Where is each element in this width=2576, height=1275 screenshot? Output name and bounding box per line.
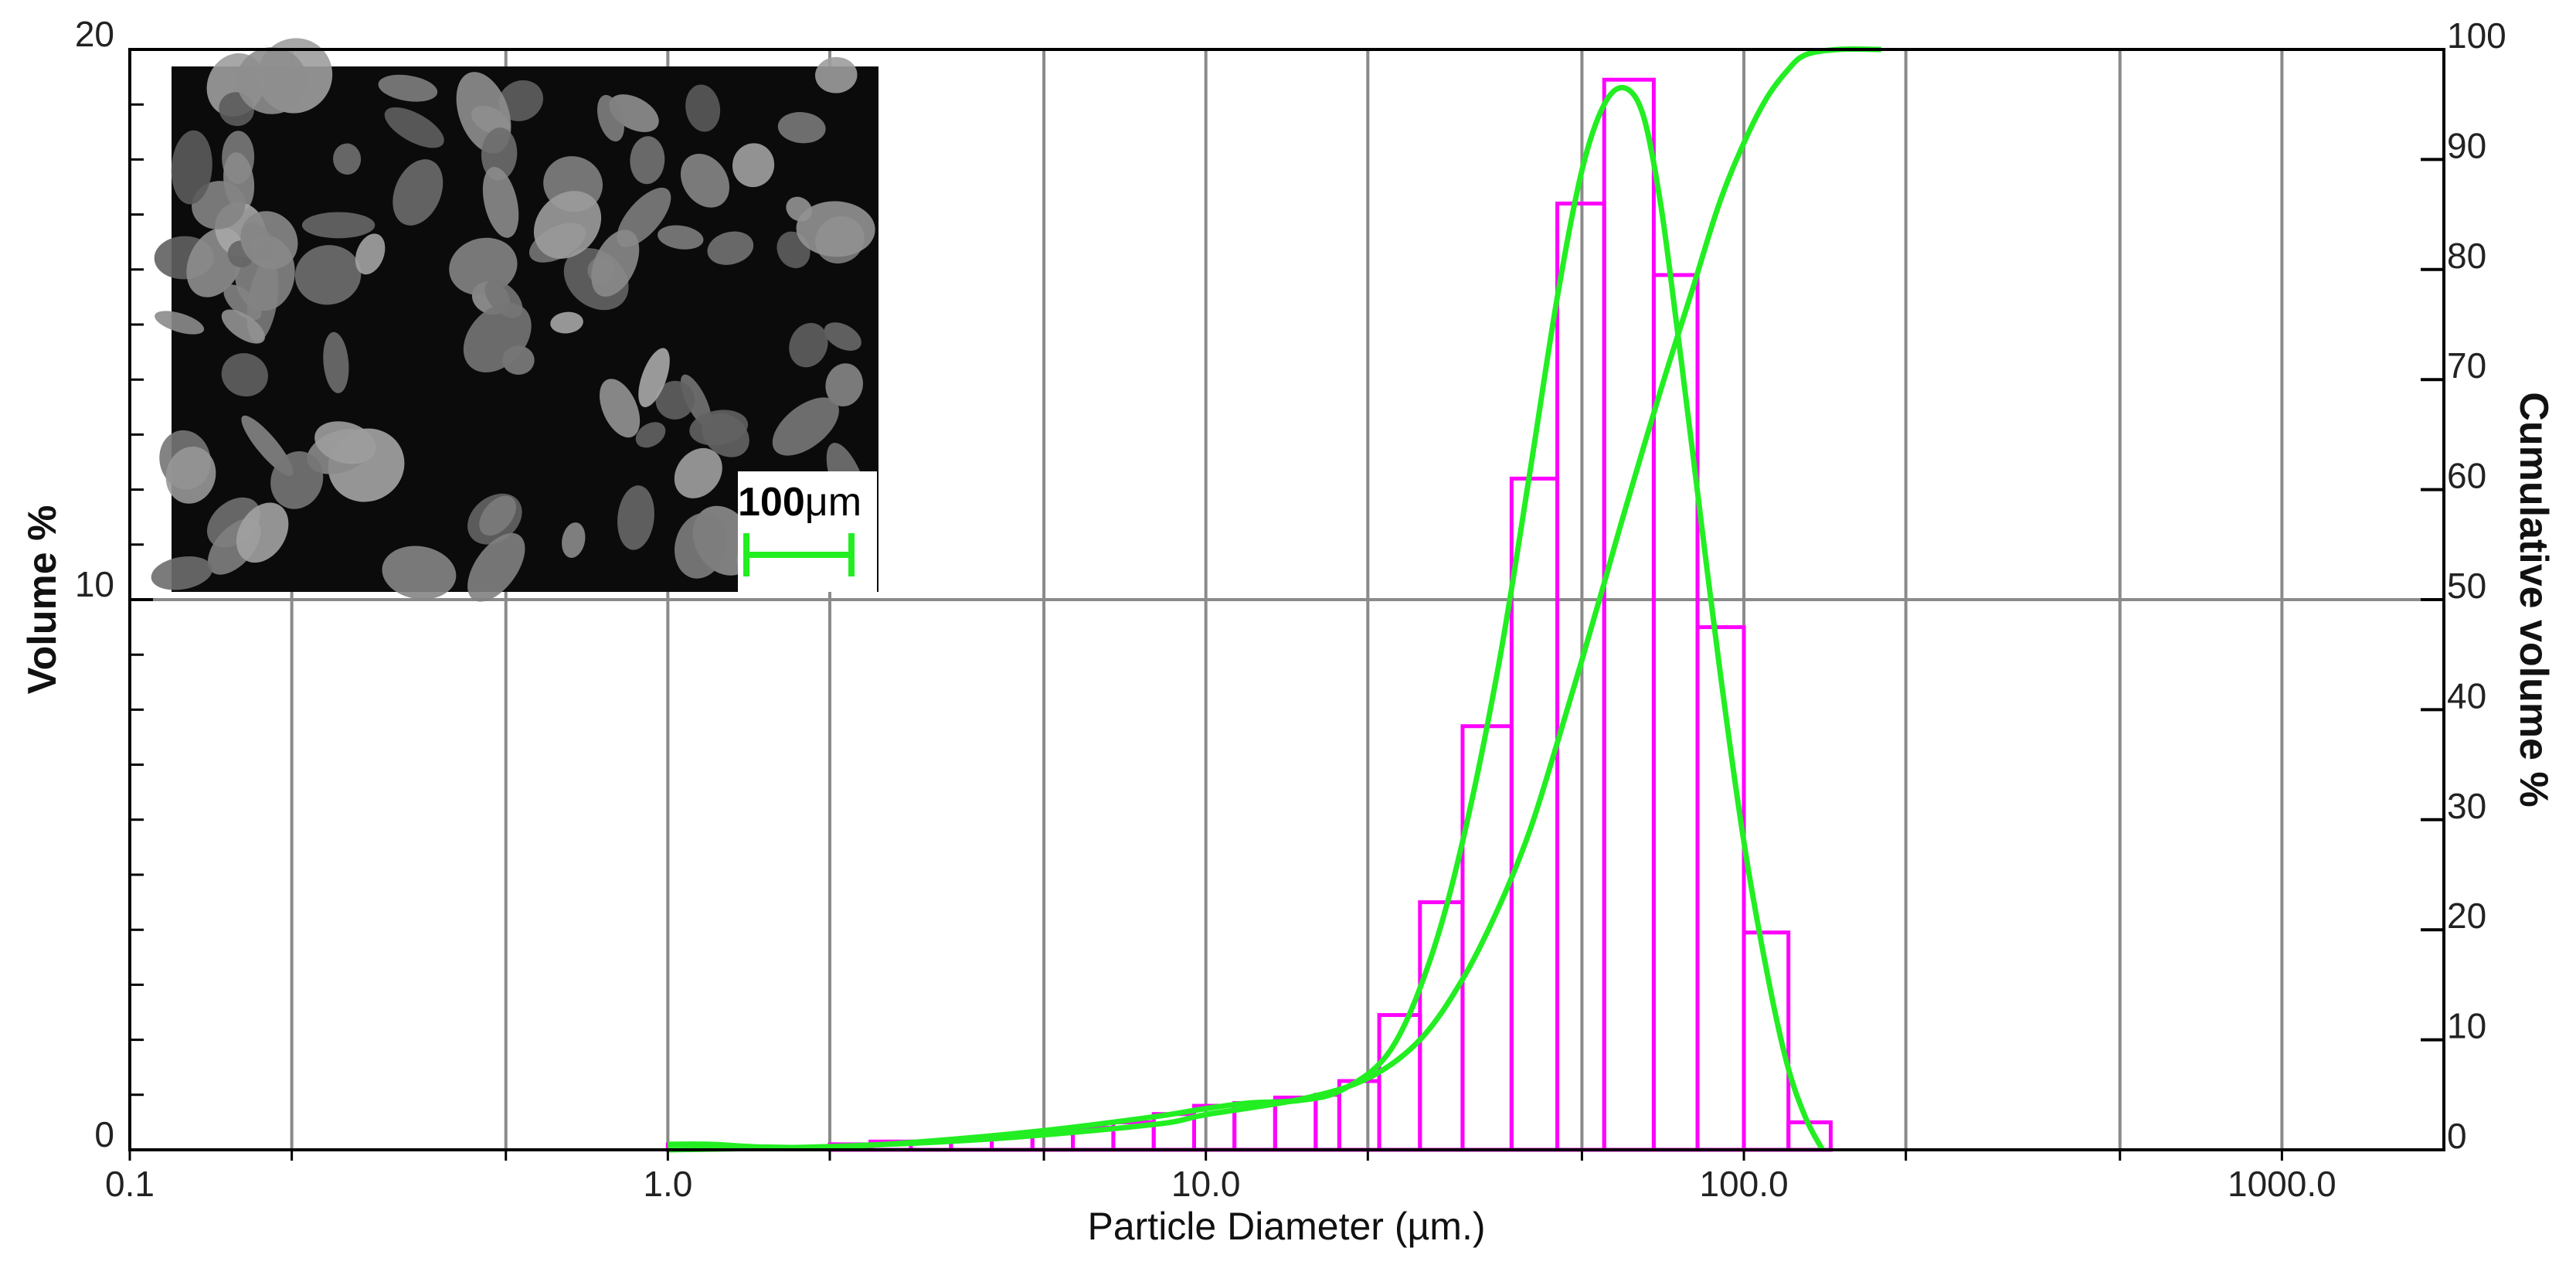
y-right-tick-label: 70 bbox=[2447, 345, 2486, 386]
sem-particle bbox=[689, 410, 749, 446]
sem-particle bbox=[680, 154, 730, 208]
y-left-tick-label: 20 bbox=[75, 14, 114, 54]
y-right-tick-label: 60 bbox=[2447, 456, 2486, 496]
sem-particle bbox=[638, 348, 670, 407]
sem-particle bbox=[533, 191, 602, 259]
sem-particle bbox=[171, 130, 212, 205]
y-right-tick-label: 0 bbox=[2447, 1116, 2467, 1156]
sem-particle bbox=[484, 280, 523, 318]
histogram-bar bbox=[1602, 77, 1656, 1152]
sem-particle bbox=[482, 167, 519, 238]
sem-particle bbox=[617, 485, 654, 550]
sem-particle bbox=[824, 322, 861, 351]
sem-particle bbox=[236, 502, 289, 563]
y-right-tick-label: 30 bbox=[2447, 786, 2486, 826]
sem-particle bbox=[674, 447, 722, 498]
sem-particle bbox=[301, 212, 376, 239]
sem-particle bbox=[630, 136, 665, 185]
sem-particle bbox=[240, 211, 298, 270]
volume-frequency-curve bbox=[668, 84, 1825, 1151]
sem-particle bbox=[772, 397, 839, 456]
sem-particle bbox=[333, 143, 362, 175]
sem-particle bbox=[270, 450, 324, 509]
sem-particle bbox=[479, 495, 516, 536]
x-axis-title: Particle Diameter (µm.) bbox=[1088, 1205, 1486, 1248]
sem-particle bbox=[596, 94, 625, 142]
histogram-bar bbox=[1695, 625, 1746, 1152]
sem-particle bbox=[221, 309, 265, 344]
histogram-bar bbox=[1651, 273, 1700, 1152]
sem-particle bbox=[314, 421, 376, 464]
x-tick-label: 0.1 bbox=[105, 1164, 155, 1204]
sem-particle bbox=[600, 379, 641, 438]
sem-particle bbox=[732, 143, 775, 188]
sem-particle bbox=[393, 159, 443, 226]
sem-particle bbox=[658, 225, 704, 250]
distribution-curves bbox=[668, 46, 1881, 1153]
y-left-tick-label: 10 bbox=[75, 564, 114, 604]
x-tick-label: 100.0 bbox=[1699, 1164, 1788, 1204]
sem-particle bbox=[155, 311, 205, 335]
sem-particle bbox=[221, 353, 268, 397]
sem-particle bbox=[675, 512, 727, 579]
sem-particle bbox=[685, 84, 721, 132]
sem-particle bbox=[151, 556, 213, 590]
y-right-tick-label: 80 bbox=[2447, 236, 2486, 276]
scale-bar bbox=[743, 533, 855, 576]
sem-particle bbox=[355, 233, 386, 275]
scale-bar-unit: μm bbox=[805, 480, 861, 525]
y-right-tick-label: 90 bbox=[2447, 125, 2486, 165]
sem-particle bbox=[481, 128, 518, 181]
sem-particle bbox=[382, 546, 457, 600]
sem-particle bbox=[236, 47, 308, 114]
sem-particle bbox=[796, 201, 875, 257]
sem-particle bbox=[294, 245, 362, 305]
x-tick-label: 1000.0 bbox=[2228, 1164, 2336, 1204]
sem-particle bbox=[635, 422, 666, 448]
sem-particle bbox=[591, 230, 640, 297]
sem-particle bbox=[562, 522, 586, 558]
x-tick-label: 10.0 bbox=[1171, 1164, 1241, 1204]
axis-ticks bbox=[128, 48, 2444, 1161]
y-axis-title-right: Cumulative volume % bbox=[2511, 392, 2556, 807]
sem-particle bbox=[467, 532, 525, 602]
sem-particle bbox=[378, 74, 438, 102]
sem-particle bbox=[498, 80, 544, 121]
sem-particle bbox=[165, 446, 216, 504]
tick-labels: 0.1 1.0 10.0 100.0 1000.0 0 10 20 0 10 20 30 40 50 60 7… bbox=[75, 14, 2506, 1204]
y-right-tick-label: 50 bbox=[2447, 566, 2486, 606]
y-right-tick-label: 40 bbox=[2447, 675, 2486, 716]
sem-particle bbox=[449, 237, 518, 296]
y-axis-title-left: Volume % bbox=[20, 505, 65, 695]
sem-particle bbox=[463, 302, 532, 372]
sem-inset-image: 100μm bbox=[151, 38, 878, 602]
sem-particle bbox=[384, 107, 444, 148]
sem-particle bbox=[323, 332, 349, 393]
sem-particle bbox=[707, 231, 754, 265]
histogram-bar bbox=[1337, 1079, 1381, 1152]
histogram-bar bbox=[1313, 1093, 1341, 1152]
sem-particle bbox=[655, 380, 695, 420]
histogram-bar bbox=[1418, 900, 1465, 1152]
sem-particle bbox=[789, 322, 828, 368]
sem-particle bbox=[550, 311, 583, 334]
x-tick-label: 1.0 bbox=[643, 1164, 692, 1204]
y-right-tick-label: 100 bbox=[2447, 15, 2506, 56]
y-right-tick-label: 10 bbox=[2447, 1006, 2486, 1046]
y-right-tick-label: 20 bbox=[2447, 896, 2486, 936]
y-left-tick-label: 0 bbox=[94, 1114, 114, 1154]
scale-bar-number: 100 bbox=[738, 480, 805, 525]
sem-particle bbox=[777, 112, 826, 144]
sem-particle bbox=[825, 363, 863, 406]
sem-particle bbox=[814, 56, 858, 94]
scale-bar-label: 100μm bbox=[738, 480, 861, 525]
cumulative-volume-curve bbox=[668, 46, 1881, 1153]
sem-particle bbox=[223, 284, 262, 321]
